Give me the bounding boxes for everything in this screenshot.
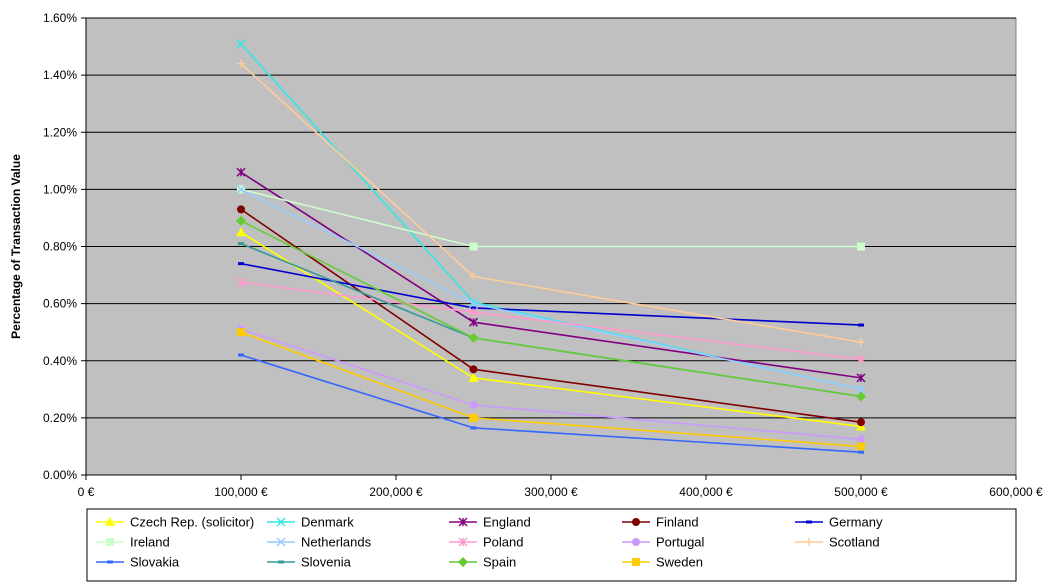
legend-marker — [805, 538, 813, 546]
data-point-sweden — [237, 328, 245, 337]
legend-marker — [276, 537, 286, 547]
data-point-germany — [858, 323, 864, 327]
series-group — [236, 39, 866, 454]
legend-label: Poland — [483, 535, 523, 550]
legend-marker — [278, 560, 284, 564]
data-point-poland — [236, 277, 246, 287]
legend-item-slovenia: Slovenia — [267, 555, 352, 570]
y-tick-label: 0.20% — [43, 411, 77, 425]
y-tick-label: 1.00% — [43, 182, 77, 196]
y-tick-label: 1.40% — [43, 68, 77, 82]
data-point-slovenia — [238, 242, 244, 246]
x-tick-label: 500,000 € — [834, 485, 888, 499]
legend-label: Germany — [829, 515, 883, 530]
legend-item-spain: Spain — [449, 555, 516, 570]
legend-label: Finland — [656, 515, 699, 530]
legend-label: Czech Rep. (solicitor) — [130, 515, 254, 530]
legend-label: Scotland — [829, 535, 880, 550]
y-tick-label: 1.20% — [43, 125, 77, 139]
y-tick-label: 0.60% — [43, 297, 77, 311]
data-point-czech-rep-solicitor — [468, 372, 479, 382]
y-tick-label: 0.80% — [43, 240, 77, 254]
x-tick-label: 300,000 € — [524, 485, 578, 499]
data-point-ireland — [469, 242, 478, 251]
legend-marker — [458, 537, 468, 547]
data-point-england — [236, 167, 246, 177]
data-point-czech-rep-solicitor — [236, 227, 246, 237]
legend-item-scotland: Scotland — [795, 535, 880, 550]
y-tick-label: 0.00% — [43, 468, 77, 482]
legend-label: Slovenia — [301, 555, 352, 570]
data-point-spain — [856, 391, 866, 402]
legend-marker — [107, 560, 113, 564]
legend-label: England — [483, 515, 531, 530]
legend-marker — [458, 557, 468, 567]
legend-item-finland: Finland — [622, 515, 699, 530]
legend-item-czech-rep-solicitor: Czech Rep. (solicitor) — [96, 515, 254, 530]
legend-item-england: England — [449, 515, 531, 530]
data-point-spain — [236, 215, 246, 226]
legend-item-ireland: Ireland — [96, 535, 170, 550]
legend-marker — [276, 517, 286, 527]
data-point-slovakia — [470, 426, 477, 430]
x-tick-label: 200,000 € — [369, 485, 423, 499]
data-point-finland — [237, 205, 245, 214]
legend-label: Ireland — [130, 535, 170, 550]
legend-item-netherlands: Netherlands — [267, 535, 372, 550]
data-point-netherlands — [856, 384, 866, 394]
legend-item-denmark: Denmark — [267, 515, 354, 530]
legend-marker — [632, 558, 640, 566]
legend-marker — [105, 517, 115, 526]
data-point-netherlands — [236, 184, 246, 194]
data-point-sweden — [857, 442, 865, 451]
legend-marker — [458, 517, 468, 527]
data-point-england — [856, 373, 866, 383]
legend-item-sweden: Sweden — [622, 555, 703, 570]
data-point-germany — [238, 262, 244, 266]
y-tick-label: 1.60% — [43, 11, 77, 25]
legend: Czech Rep. (solicitor) Denmark England Finl… — [86, 508, 1017, 582]
data-point-slovakia — [858, 450, 864, 454]
y-tick-label: 0.40% — [43, 354, 77, 368]
legend-box — [86, 508, 1017, 582]
legend-label: Slovakia — [130, 555, 180, 570]
data-point-slovakia — [238, 353, 244, 357]
x-tick-label: 0 € — [78, 485, 95, 499]
legend-marker — [632, 518, 640, 526]
legend-label: Portugal — [656, 535, 705, 550]
data-point-sweden — [469, 413, 478, 422]
legend-label: Spain — [483, 555, 516, 570]
legend-marker — [106, 538, 114, 546]
data-point-netherlands — [468, 299, 479, 309]
legend-label: Netherlands — [301, 535, 372, 550]
data-point-finland — [857, 418, 865, 427]
data-point-scotland — [857, 338, 865, 347]
data-point-denmark — [236, 39, 246, 49]
legend-marker — [632, 538, 640, 546]
data-point-england — [468, 317, 479, 327]
legend-label: Sweden — [656, 555, 703, 570]
x-tick-label: 600,000 € — [989, 485, 1043, 499]
data-point-finland — [469, 365, 478, 374]
data-point-portugal — [857, 435, 865, 444]
data-point-germany — [470, 306, 477, 310]
legend-item-slovakia: Slovakia — [96, 555, 180, 570]
legend-item-portugal: Portugal — [622, 535, 705, 550]
data-point-poland — [856, 354, 866, 364]
x-tick-label: 100,000 € — [214, 485, 268, 499]
x-tick-label: 400,000 € — [679, 485, 733, 499]
data-point-ireland — [857, 242, 865, 251]
legend-marker — [806, 520, 812, 524]
data-point-scotland — [469, 272, 478, 281]
data-point-spain — [468, 332, 479, 343]
data-point-poland — [468, 307, 479, 317]
legend-label: Denmark — [301, 515, 354, 530]
legend-item-germany: Germany — [795, 515, 883, 530]
legend-item-poland: Poland — [449, 535, 523, 550]
axes: 0.00% 0.20% 0.40% 0.60% 0.80% 1.00% 1.20% 1.40%… — [43, 11, 1043, 499]
y-axis-label: Percentage of Transaction Value — [9, 154, 23, 339]
data-point-scotland — [237, 59, 245, 68]
data-point-portugal — [469, 401, 478, 410]
